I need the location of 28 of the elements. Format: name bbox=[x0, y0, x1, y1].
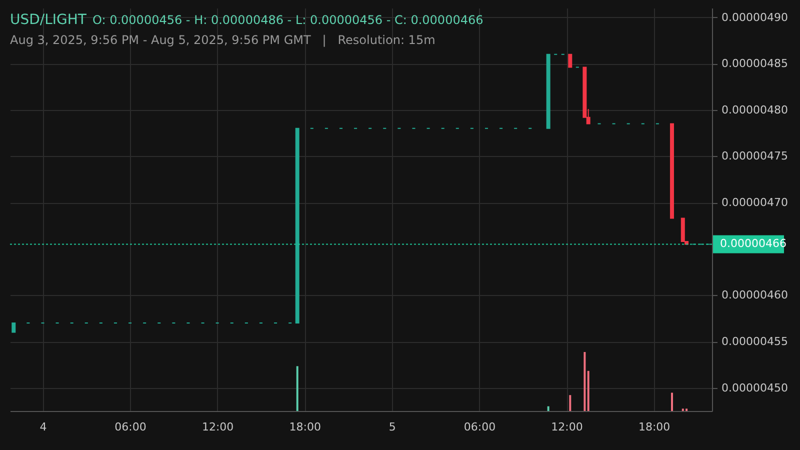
y-tick-label: 0.00000475 bbox=[722, 150, 788, 163]
x-tick-label: 5 bbox=[388, 420, 396, 434]
x-tick-label: 12:00 bbox=[551, 420, 583, 434]
y-tick-label: 0.00000485 bbox=[722, 57, 788, 70]
x-tick-label: 06:00 bbox=[114, 420, 146, 434]
bar bbox=[587, 370, 590, 411]
bar bbox=[547, 406, 550, 411]
x-tick-label: 12:00 bbox=[202, 420, 234, 434]
bar bbox=[584, 352, 586, 411]
y-tick-label: 0.00000470 bbox=[722, 196, 788, 210]
y-tick-label: 0.00000460 bbox=[722, 288, 788, 302]
candlestick bbox=[568, 54, 572, 68]
candlestick bbox=[12, 322, 16, 333]
y-tick-label: 0.00000455 bbox=[722, 335, 788, 348]
bar bbox=[670, 392, 673, 411]
x-tick-label: 18:00 bbox=[289, 420, 321, 434]
y-tick-label: 0.00000450 bbox=[722, 381, 788, 394]
y-tick-label: 0.00000490 bbox=[722, 10, 788, 24]
chart-title: USD/LIGHT bbox=[10, 12, 86, 28]
x-tick-label: 18:00 bbox=[638, 420, 670, 434]
bar bbox=[569, 395, 572, 411]
x-tick-label: 06:00 bbox=[464, 420, 496, 434]
x-tick-label: 4 bbox=[40, 420, 47, 434]
annotation: O: 0.00000456 - H: 0.00000486 - L: 0.00000456 - C: 0.00000466 bbox=[92, 13, 484, 27]
candlestick bbox=[680, 218, 685, 242]
bar bbox=[296, 366, 298, 411]
text: Aug 3, 2025, 9:56 PM - Aug 5, 2025, 9:56 PM GMT | Resolution: 15m bbox=[10, 33, 436, 47]
y-tick-label: 0.00000480 bbox=[722, 103, 788, 116]
